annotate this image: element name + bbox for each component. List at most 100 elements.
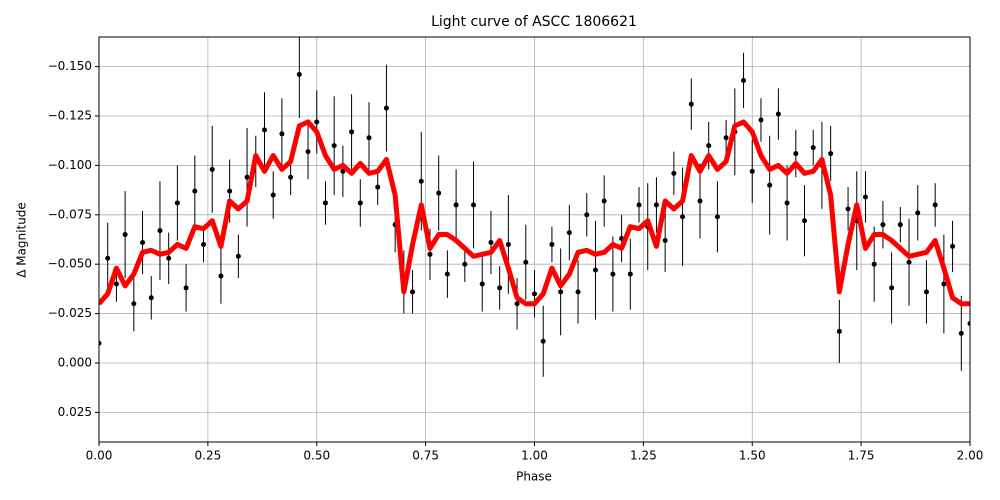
data-point: [166, 255, 172, 261]
data-point: [845, 206, 851, 212]
data-point: [958, 330, 964, 336]
data-point: [140, 239, 146, 245]
x-tick-label: 0.75: [412, 449, 439, 463]
data-point: [322, 200, 328, 206]
data-point: [810, 145, 816, 151]
y-tick-label: −0.150: [48, 59, 92, 73]
data-point: [418, 178, 424, 184]
data-point: [662, 237, 668, 243]
x-tick-label: 1.50: [739, 449, 766, 463]
y-tick-label: −0.050: [48, 257, 92, 271]
data-point: [828, 151, 834, 157]
data-point: [183, 285, 189, 291]
data-point: [636, 202, 642, 208]
y-tick-label: −0.100: [48, 158, 92, 172]
x-axis-label: Phase: [516, 470, 552, 484]
data-point: [471, 202, 477, 208]
x-tick-label: 0.25: [195, 449, 222, 463]
data-point: [148, 295, 154, 301]
data-point: [261, 127, 267, 133]
data-point: [227, 188, 233, 194]
data-point: [697, 198, 703, 204]
data-point: [331, 143, 337, 149]
data-point: [610, 271, 616, 277]
data-point: [889, 285, 895, 291]
y-tick-label: −0.075: [48, 207, 92, 221]
y-tick-label: −0.125: [48, 109, 92, 123]
data-point: [906, 259, 912, 265]
x-tick-label: 1.75: [848, 449, 875, 463]
data-point: [950, 243, 956, 249]
chart-title: Light curve of ASCC 1806621: [431, 14, 637, 30]
data-point: [497, 285, 503, 291]
data-point: [741, 77, 747, 83]
data-point: [592, 267, 598, 273]
data-point: [122, 232, 128, 238]
data-point: [131, 301, 137, 307]
y-tick-label: −0.025: [48, 306, 92, 320]
x-tick-label: 1.25: [630, 449, 657, 463]
y-tick-label: 0.025: [58, 405, 92, 419]
plot-area: [99, 37, 970, 377]
data-point: [209, 166, 215, 172]
data-point: [871, 261, 877, 267]
data-point: [340, 168, 346, 174]
data-point: [523, 259, 529, 265]
data-point: [584, 212, 590, 218]
data-point: [714, 214, 720, 220]
data-point: [427, 251, 433, 257]
data-point: [688, 101, 694, 107]
data-point: [549, 241, 555, 247]
data-point: [775, 111, 781, 117]
data-point: [802, 218, 808, 224]
data-point: [915, 210, 921, 216]
data-point: [862, 194, 868, 200]
data-point: [436, 190, 442, 196]
data-point: [113, 281, 119, 287]
data-point: [758, 117, 764, 123]
data-point: [653, 202, 659, 208]
data-point: [575, 289, 581, 295]
data-point: [357, 200, 363, 206]
data-point: [314, 119, 320, 125]
data-point: [488, 239, 494, 245]
data-point: [671, 170, 677, 176]
data-point: [601, 198, 607, 204]
data-point: [192, 188, 198, 194]
data-point: [932, 202, 938, 208]
data-point: [897, 222, 903, 228]
data-point: [453, 202, 459, 208]
data-point: [105, 255, 111, 261]
data-point: [383, 105, 389, 111]
data-point: [479, 281, 485, 287]
data-point: [532, 291, 537, 297]
data-point: [270, 192, 276, 198]
data-point: [767, 182, 773, 188]
data-point: [288, 174, 294, 180]
trend-line: [99, 119, 970, 307]
data-point: [99, 340, 102, 346]
data-point: [201, 241, 207, 247]
data-point: [157, 228, 163, 234]
data-point: [680, 214, 686, 220]
x-tick-label: 2.00: [957, 449, 984, 463]
data-point: [410, 289, 416, 295]
data-point: [923, 289, 929, 295]
y-tick-label: 0.000: [58, 355, 92, 369]
data-point: [941, 281, 947, 287]
data-point: [366, 135, 372, 141]
data-point: [627, 271, 633, 277]
data-point: [296, 72, 302, 78]
data-point: [218, 273, 224, 279]
data-point: [540, 338, 546, 344]
data-point: [749, 168, 755, 174]
data-point: [174, 200, 180, 206]
data-point: [444, 271, 450, 277]
data-point: [244, 174, 250, 180]
data-point: [967, 320, 970, 326]
data-point: [514, 301, 520, 307]
data-point: [558, 289, 564, 295]
data-point: [462, 261, 468, 267]
data-point: [566, 230, 572, 236]
